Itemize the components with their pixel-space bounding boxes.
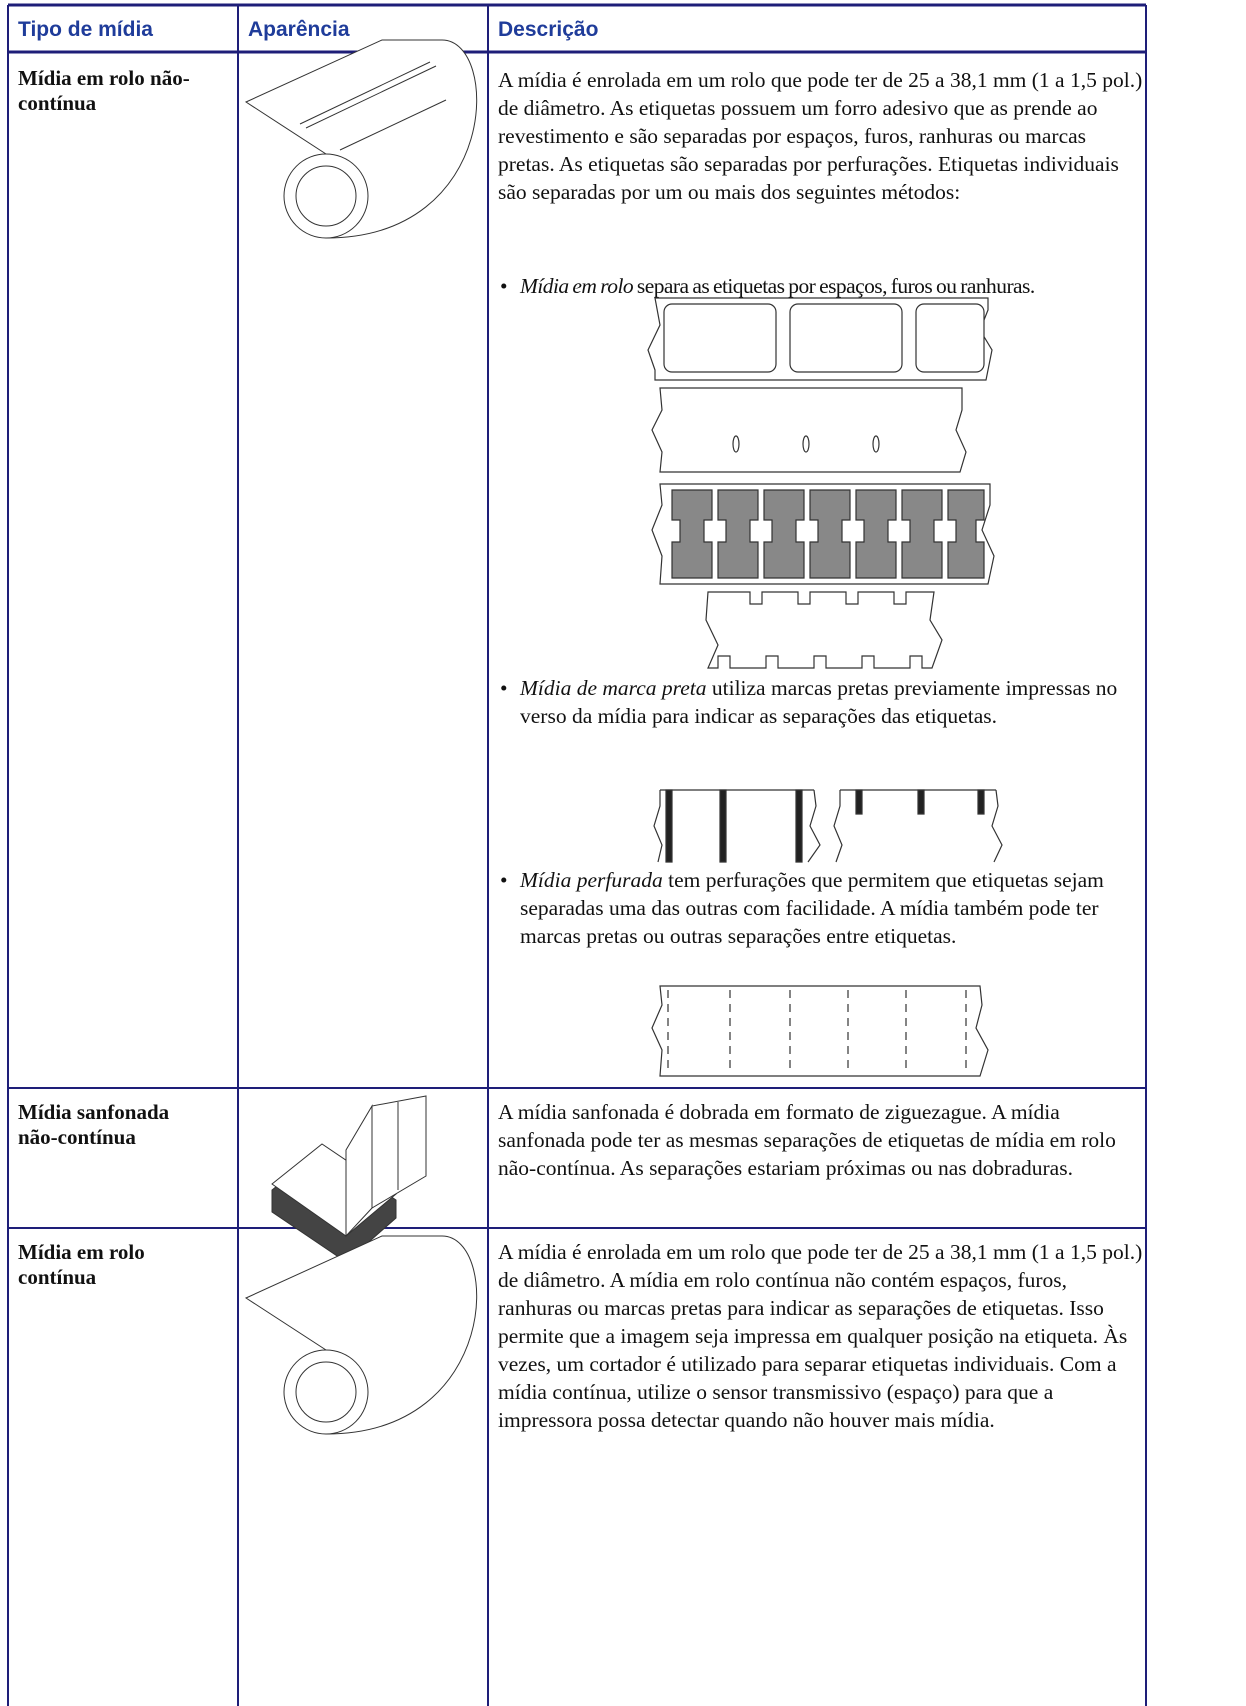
header-cell: Descrição [498, 18, 599, 41]
bullet-term: Mídia em rolo [520, 274, 634, 298]
media-type: Mídia em rolo não-contínua [18, 66, 190, 115]
media-type: Mídia em rolo contínua [18, 1240, 145, 1289]
bullet-term: Mídia perfurada [520, 868, 663, 892]
bullet-term: Mídia de marca preta [520, 676, 707, 700]
description: A mídia é enrolada em um rolo que pode t… [498, 68, 1143, 204]
bullet-text: separa as etiquetas por espaços, furos o… [636, 274, 1035, 298]
description: A mídia sanfonada é dobrada em formato d… [498, 1100, 1116, 1180]
bullet: Mídia de marca preta utiliza marcas pret… [500, 674, 1144, 730]
bullet: Mídia perfurada tem perfurações que perm… [500, 866, 1144, 950]
bullet: Mídia em rolo separa as etiquetas por es… [500, 272, 1144, 300]
continuous-roll-illustration [246, 1236, 477, 1434]
table-rules [8, 5, 1146, 1706]
roll-illustration [246, 40, 477, 238]
header-cell: Tipo de mídia [18, 18, 153, 41]
fanfold-illustration [272, 1096, 426, 1262]
bullet-text: utiliza marcas pretas previamente impres… [520, 676, 1118, 728]
media-type: Mídia sanfonada não-contínua [18, 1100, 170, 1149]
description: A mídia é enrolada em um rolo que pode t… [498, 1240, 1143, 1432]
bullet-text: tem perfurações que permitem que etiquet… [520, 868, 1104, 948]
header-cell: Aparência [248, 18, 350, 41]
gap-media-illustration [648, 298, 994, 668]
perforated-illustration [652, 986, 988, 1076]
black-mark-illustration [654, 790, 1002, 862]
